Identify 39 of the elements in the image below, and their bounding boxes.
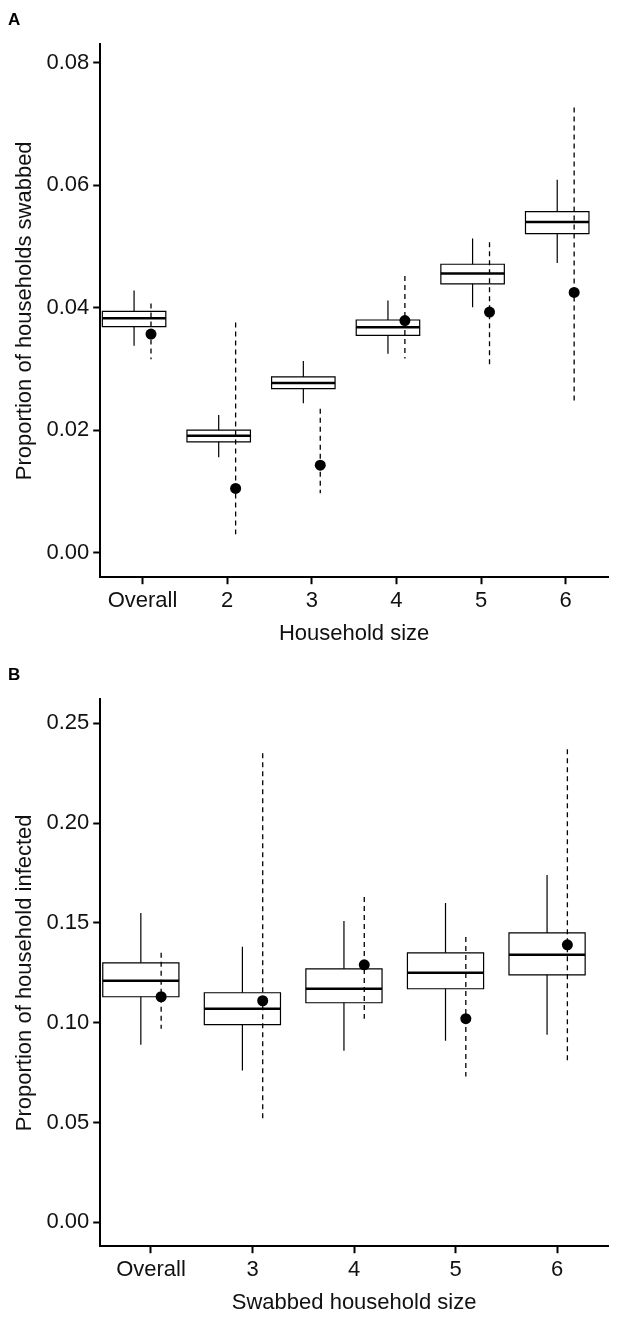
y-tick-label: 0.02 xyxy=(46,416,90,442)
x-tick-label: 5 xyxy=(449,1256,462,1282)
y-tick-label: 0.04 xyxy=(46,293,90,319)
chart-title: A xyxy=(8,9,21,29)
x-tick-label: 3 xyxy=(246,1256,259,1282)
point xyxy=(358,959,370,971)
x-axis-title: Household size xyxy=(278,619,430,645)
point xyxy=(399,315,411,327)
y-tick-label: 0.15 xyxy=(46,908,90,934)
point xyxy=(561,939,573,951)
point xyxy=(568,286,580,298)
x-axis-title: Swabbed household size xyxy=(231,1288,477,1314)
y-tick-label: 0.25 xyxy=(46,709,90,735)
y-tick-label: 0.10 xyxy=(46,1008,90,1034)
x-tick-label: Overall xyxy=(107,587,178,613)
point xyxy=(145,328,157,340)
point xyxy=(314,459,326,471)
x-tick-label: 3 xyxy=(305,587,318,613)
y-axis-title: Proportion of households swabbed xyxy=(11,141,37,481)
x-tick-label: 4 xyxy=(390,587,403,613)
x-tick-label: 6 xyxy=(559,587,572,613)
y-tick-label: 0.20 xyxy=(46,809,90,835)
point xyxy=(257,995,269,1007)
x-tick-label: 2 xyxy=(221,587,234,613)
x-tick-label: Overall xyxy=(116,1256,186,1282)
y-tick-label: 0.00 xyxy=(46,1208,90,1234)
y-axis-title: Proportion of household infected xyxy=(11,814,37,1132)
y-tick-label: 0.05 xyxy=(46,1108,90,1134)
x-tick-label: 4 xyxy=(347,1256,361,1282)
chart-title: B xyxy=(8,664,21,684)
y-tick-label: 0.06 xyxy=(46,171,90,197)
x-tick-label: 5 xyxy=(474,587,488,613)
point xyxy=(230,482,242,494)
y-tick-label: 0.00 xyxy=(46,538,90,564)
point xyxy=(460,1013,472,1025)
point xyxy=(155,991,167,1003)
x-tick-label: 6 xyxy=(551,1256,564,1282)
point xyxy=(484,306,496,318)
y-tick-label: 0.08 xyxy=(46,48,90,74)
